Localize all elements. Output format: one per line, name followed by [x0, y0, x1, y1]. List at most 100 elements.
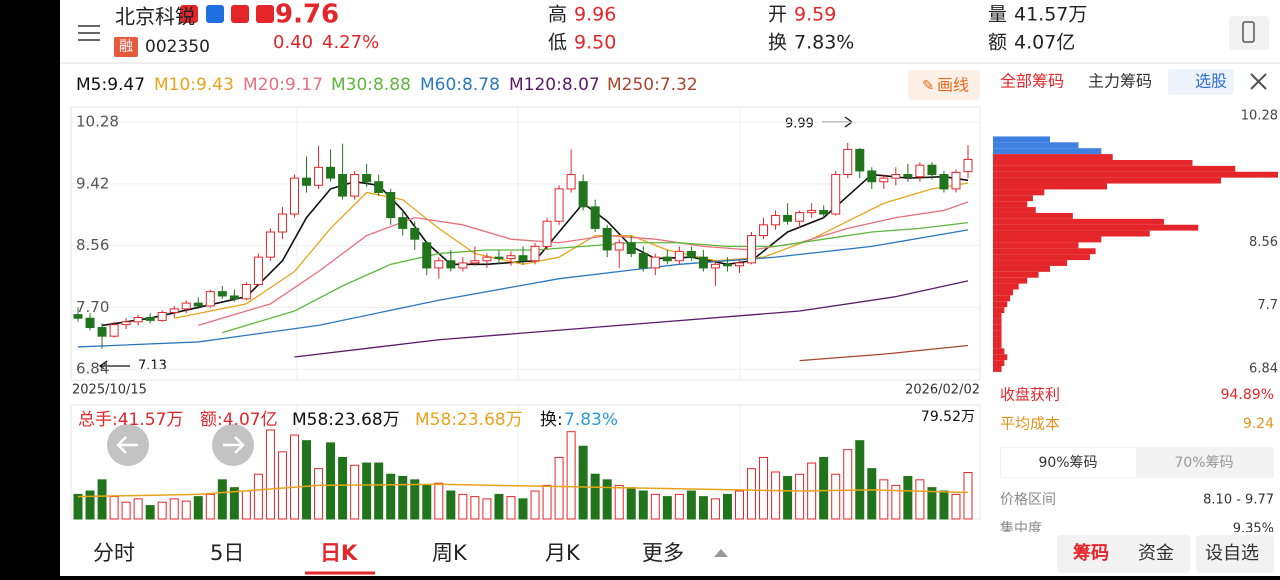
chip-bar	[993, 301, 1008, 308]
chip-detail-label: 价格区间	[1000, 492, 1056, 508]
volume-bar	[277, 451, 287, 520]
ma-legend: M30:8.88	[331, 75, 411, 95]
candle-body	[145, 316, 155, 321]
period-tab[interactable]: 更多	[642, 541, 684, 565]
chip-bar	[993, 354, 1008, 361]
vol-max: 79.52万	[921, 409, 975, 425]
candle-body	[85, 317, 95, 329]
vol-m58: M58:23.68万	[292, 410, 400, 430]
volume-bar	[229, 487, 239, 520]
candle-body	[362, 174, 372, 183]
chip-bar	[993, 136, 1050, 143]
ma-line	[294, 280, 969, 358]
ma-legend: M250:7.32	[607, 75, 698, 95]
range-tab[interactable]: 70%筹码	[1174, 454, 1233, 471]
chip-tab[interactable]: 全部筹码	[1000, 72, 1064, 91]
chip-bar	[993, 307, 1005, 314]
chip-bar	[993, 324, 1002, 331]
volume-bar	[133, 498, 143, 520]
volume-bar	[939, 490, 949, 520]
candle-body	[205, 291, 215, 307]
price: 9.76	[275, 0, 339, 30]
chip-bar	[993, 254, 1090, 261]
candle-body	[229, 295, 239, 300]
y-tick-label: 10.28	[76, 113, 119, 131]
candle-body	[638, 253, 648, 269]
stat-label: 高	[548, 4, 567, 26]
candle-body	[831, 174, 841, 215]
action[interactable]: 设自选	[1205, 543, 1259, 564]
ma-legend: M5:9.47	[76, 75, 145, 95]
candle-body	[410, 227, 420, 240]
candle-body	[193, 302, 203, 307]
volume-bar	[97, 479, 107, 520]
volume-bar	[819, 456, 829, 520]
stat-value: 4.07亿	[1014, 32, 1075, 54]
stat-value: 9.96	[574, 4, 616, 26]
change: 0.40	[273, 32, 313, 53]
candle-body	[590, 206, 600, 229]
more-arrow[interactable]	[714, 549, 728, 557]
chip-tab[interactable]: 选股	[1195, 72, 1227, 91]
chip-bar	[993, 265, 1050, 272]
volume-bar	[338, 456, 348, 520]
volume-bar	[554, 456, 564, 520]
x-start: 2025/10/15	[72, 383, 147, 398]
candle-body	[169, 308, 179, 313]
chip-tab[interactable]: 主力筹码	[1088, 72, 1152, 91]
period-tab[interactable]: 分时	[93, 541, 135, 565]
menu-icon[interactable]	[78, 25, 100, 41]
volume-bar	[458, 493, 468, 520]
chip-bar	[993, 207, 1036, 213]
action[interactable]: 筹码	[1073, 542, 1109, 564]
range-tab[interactable]: 90%筹码	[1038, 454, 1097, 471]
chip-bar	[993, 271, 1039, 278]
candle-body	[843, 148, 853, 176]
candle-body	[759, 224, 769, 237]
candle-body	[494, 256, 504, 260]
phone-icon[interactable]	[1229, 16, 1269, 50]
ma-line	[77, 229, 969, 348]
period-tab[interactable]: 5日	[210, 541, 244, 565]
volume-bar	[602, 479, 612, 520]
volume-bar	[771, 471, 781, 520]
chip-bar	[993, 218, 1164, 225]
volume-bar	[362, 462, 372, 520]
draw-label[interactable]: 画线	[937, 76, 969, 95]
candle-body	[302, 177, 312, 186]
nav-arrows[interactable]	[107, 424, 254, 466]
volume-bar	[410, 479, 420, 520]
volume-bar	[831, 473, 841, 520]
candle-body	[314, 166, 324, 186]
volume-bar	[205, 493, 215, 520]
chip-bar	[993, 313, 1002, 319]
candle-body	[470, 260, 480, 264]
select-tab-bg	[1168, 69, 1234, 95]
stat-value: 7.83%	[794, 32, 854, 54]
chip-bar	[993, 336, 1002, 343]
candle-body	[554, 188, 564, 222]
action[interactable]: 资金	[1138, 543, 1174, 564]
action-add	[1196, 535, 1274, 573]
volume-bar	[289, 434, 299, 520]
period-tab[interactable]: 周K	[432, 541, 468, 565]
candle-body	[73, 314, 83, 319]
candle-body	[446, 260, 456, 269]
period-tab[interactable]: 月K	[545, 541, 581, 565]
y-tick-label: 6.84	[76, 360, 109, 378]
volume-bar	[614, 484, 624, 520]
draw-button[interactable]	[908, 70, 980, 100]
candle-body	[109, 324, 119, 337]
volume-bar	[73, 493, 83, 520]
chip-bar	[993, 142, 1079, 149]
candle-body	[374, 181, 384, 193]
chip-bar	[993, 230, 1150, 237]
candle-body	[614, 242, 624, 251]
volume-bar	[963, 471, 973, 520]
volume-bar	[398, 475, 408, 520]
volume-bar	[686, 490, 696, 520]
period-tab[interactable]: 日K	[320, 541, 358, 565]
volume-bar	[590, 473, 600, 520]
volume-bar	[710, 498, 720, 520]
close-icon[interactable]	[1250, 73, 1267, 90]
